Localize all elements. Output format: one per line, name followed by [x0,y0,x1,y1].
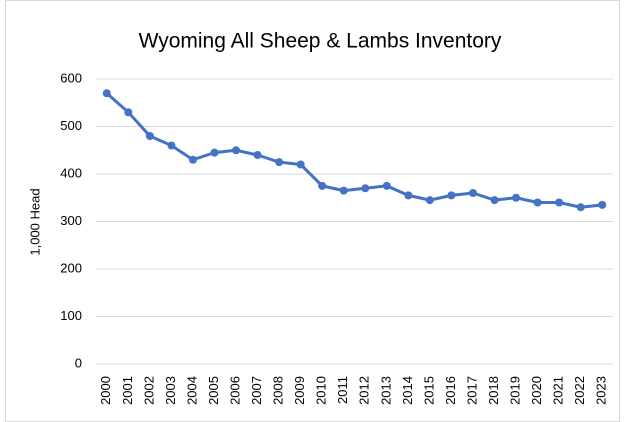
data-point [253,151,262,159]
data-point [490,196,499,205]
x-tick-label: 2001 [120,376,135,405]
x-tick-label: 2014 [400,376,415,405]
data-point [167,141,176,150]
x-tick-label: 2002 [141,376,156,405]
x-tick-label: 2003 [163,376,178,405]
y-tick-label: 300 [60,213,82,228]
data-point [533,198,542,207]
x-tick-label: 2015 [421,376,436,405]
x-tick-label: 2000 [98,376,113,405]
data-point [232,146,241,155]
data-point [210,148,219,157]
x-tick-label: 2018 [486,376,501,405]
y-tick-label: 400 [60,165,82,180]
x-tick-label: 2006 [227,376,242,405]
data-point [124,108,133,117]
chart-title: Wyoming All Sheep & Lambs Inventory [139,30,502,53]
data-point [382,181,391,190]
x-tick-label: 2005 [206,376,221,405]
y-tick-label: 500 [60,118,82,133]
data-point [512,193,521,202]
x-tick-label: 2013 [378,376,393,405]
y-tick-label: 600 [60,70,82,85]
x-tick-label: 2023 [594,376,609,405]
x-tick-label: 2017 [464,376,479,405]
x-tick-label: 2020 [529,376,544,405]
data-point [404,191,413,200]
x-tick-label: 2011 [335,376,350,404]
x-tick-label: 2021 [551,376,566,405]
chart-frame [5,0,620,422]
y-tick-label: 200 [60,260,82,275]
x-tick-label: 2022 [572,376,587,405]
data-point [447,191,456,200]
data-point [102,89,111,98]
x-tick-label: 2010 [314,376,329,405]
x-tick-label: 2016 [443,376,458,405]
data-point [555,198,564,207]
y-axis-label: 1,000 Head [27,188,42,255]
x-tick-label: 2019 [508,376,523,405]
x-tick-label: 2008 [271,376,286,405]
data-point [275,158,284,167]
x-tick-label: 2009 [292,376,307,405]
y-tick-label: 100 [60,308,82,323]
data-point [188,155,197,164]
y-tick-label: 0 [75,355,82,370]
data-point [296,160,305,169]
x-tick-label: 2004 [184,376,199,405]
data-point [145,132,154,140]
x-tick-label: 2007 [249,376,264,405]
data-point [598,200,607,209]
x-tick-label: 2012 [357,376,372,405]
data-point [425,196,434,205]
data-point [339,186,348,195]
data-point [576,203,585,212]
data-point [361,184,370,193]
data-point [318,181,327,190]
data-point [468,189,477,197]
